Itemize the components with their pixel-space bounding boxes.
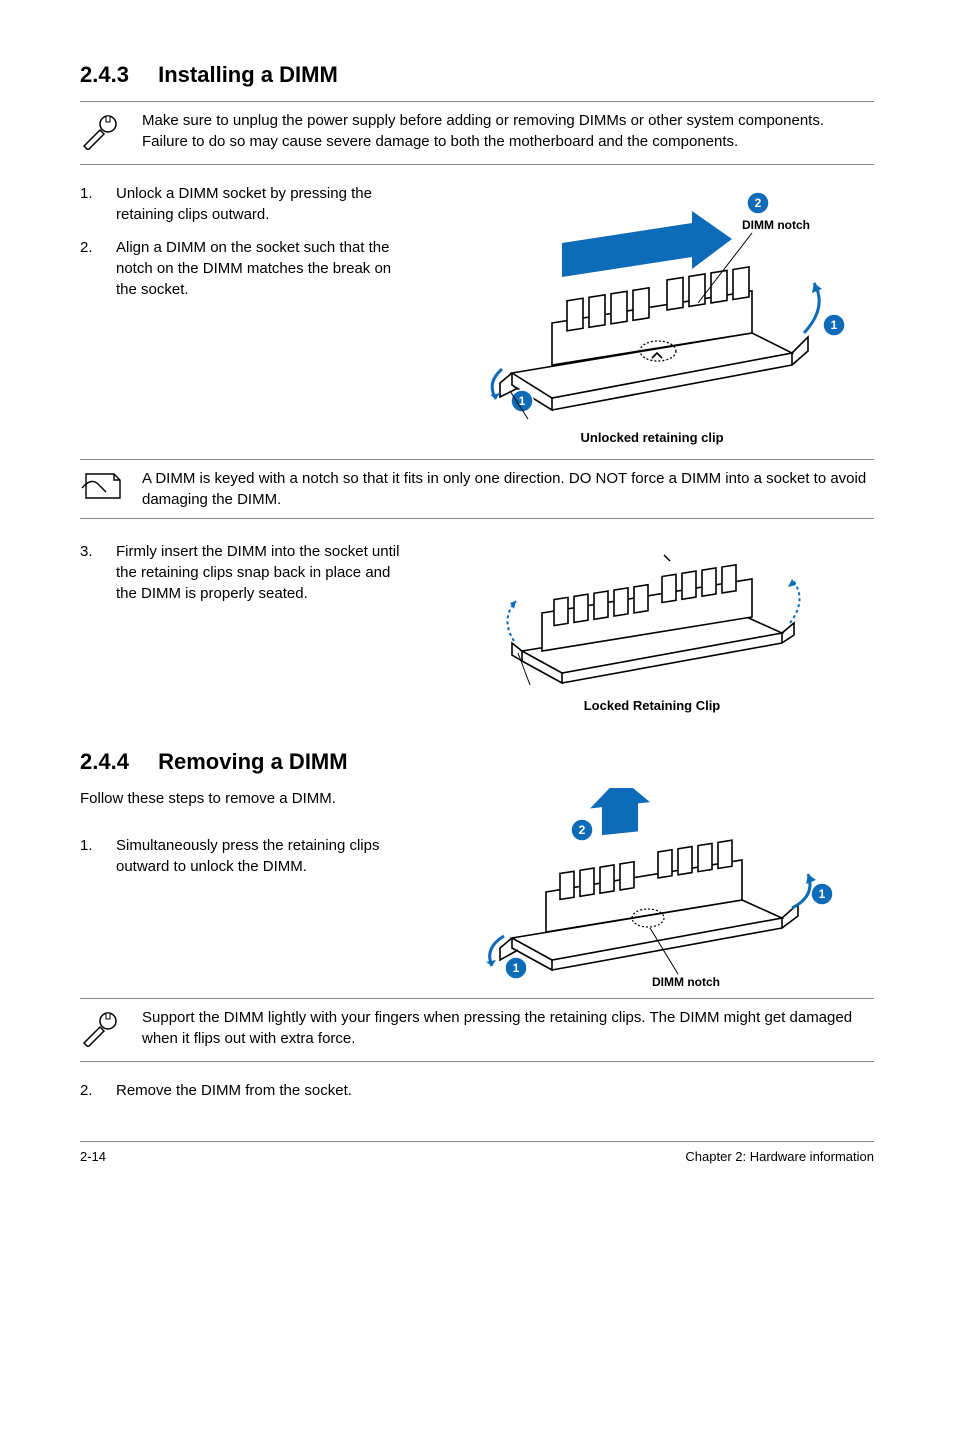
locked-clip-caption: Locked Retaining Clip [584, 697, 721, 715]
section-title: Installing a DIMM [158, 62, 338, 87]
step-3: 3. Firmly insert the DIMM into the socke… [80, 541, 410, 604]
warning-text: Make sure to unplug the power supply bef… [142, 110, 874, 152]
svg-text:1: 1 [819, 887, 826, 901]
unlocked-clip-caption: Unlocked retaining clip [580, 429, 723, 447]
note-icon [80, 468, 128, 508]
badge-1-right: 1 [823, 314, 845, 336]
step-text: Unlock a DIMM socket by pressing the ret… [116, 183, 410, 225]
svg-text:2: 2 [579, 823, 586, 837]
remove-step-2: 2. Remove the DIMM from the socket. [80, 1080, 874, 1101]
remove-step-1: 1. Simultaneously press the retaining cl… [80, 835, 410, 877]
figure-remove-dimm: DIMM notch 2 1 1 [430, 788, 874, 988]
note-box-keyed: A DIMM is keyed with a notch so that it … [80, 459, 874, 519]
section-heading-2-4-4: 2.4.4 Removing a DIMM [80, 747, 874, 778]
step-text: Align a DIMM on the socket such that the… [116, 237, 410, 300]
warning-box: Make sure to unplug the power supply bef… [80, 101, 874, 165]
warning-icon [80, 1007, 128, 1053]
step-text: Simultaneously press the retaining clips… [116, 835, 410, 877]
figure-install-dimm: DIMM notch 2 1 1 [430, 183, 874, 447]
section-number: 2.4.4 [80, 747, 152, 778]
warning-icon [80, 110, 128, 156]
section-number: 2.4.3 [80, 60, 152, 91]
chapter-label: Chapter 2: Hardware information [685, 1148, 874, 1166]
note-text: A DIMM is keyed with a notch so that it … [142, 468, 874, 510]
section-title: Removing a DIMM [158, 749, 347, 774]
badge-2: 2 [747, 192, 769, 214]
svg-text:2: 2 [755, 196, 762, 210]
step-2: 2. Align a DIMM on the socket such that … [80, 237, 410, 300]
note-box-support: Support the DIMM lightly with your finge… [80, 998, 874, 1062]
svg-text:1: 1 [831, 318, 838, 332]
step-number: 3. [80, 541, 116, 562]
section-heading-2-4-3: 2.4.3 Installing a DIMM [80, 60, 874, 91]
remove-intro: Follow these steps to remove a DIMM. [80, 788, 410, 809]
page-footer: 2-14 Chapter 2: Hardware information [80, 1141, 874, 1166]
svg-text:1: 1 [513, 961, 520, 975]
badge-1-right: 1 [811, 883, 833, 905]
step-number: 2. [80, 237, 116, 258]
note-text: Support the DIMM lightly with your finge… [142, 1007, 874, 1049]
step-number: 1. [80, 835, 116, 856]
step-number: 1. [80, 183, 116, 204]
figure-locked-dimm: Locked Retaining Clip [430, 541, 874, 715]
badge-2: 2 [571, 819, 593, 841]
dimm-notch-label: DIMM notch [742, 218, 810, 232]
badge-1-left: 1 [505, 957, 527, 979]
step-text: Firmly insert the DIMM into the socket u… [116, 541, 410, 604]
badge-1-left: 1 [511, 390, 533, 412]
step-text: Remove the DIMM from the socket. [116, 1080, 874, 1101]
step-number: 2. [80, 1080, 116, 1101]
page-number: 2-14 [80, 1148, 106, 1166]
step-1: 1. Unlock a DIMM socket by pressing the … [80, 183, 410, 225]
dimm-notch-label: DIMM notch [652, 975, 720, 988]
